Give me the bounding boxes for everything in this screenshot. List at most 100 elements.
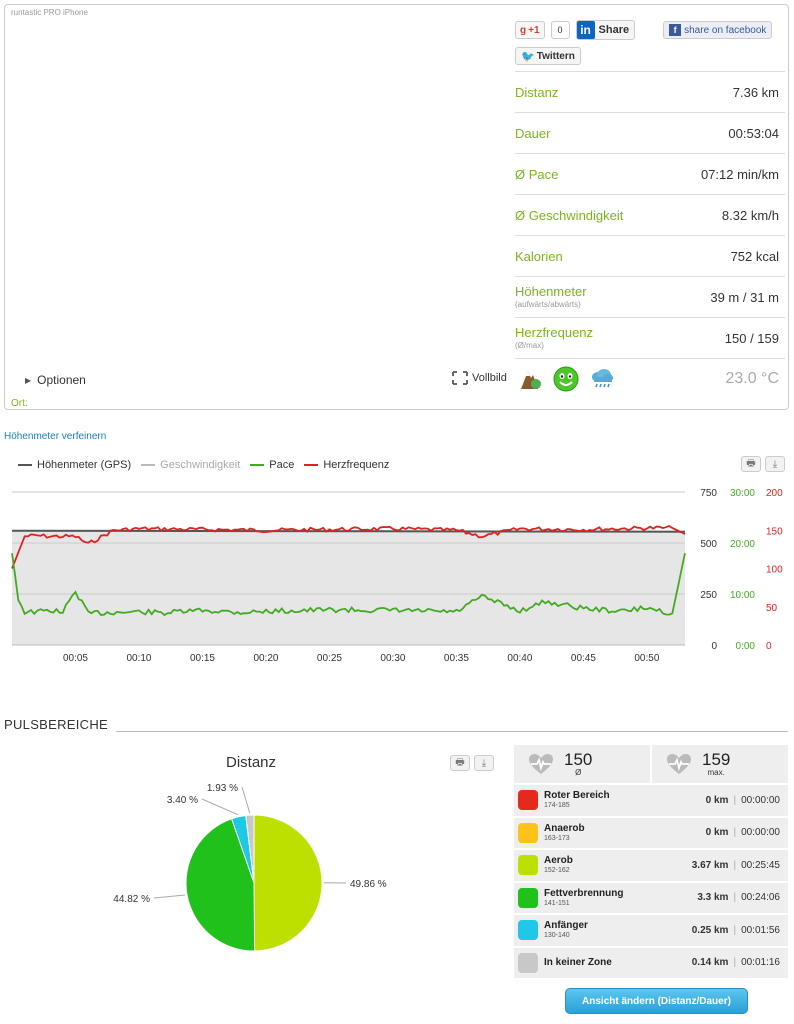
stat-sublabel: (aufwärts/abwärts)	[515, 299, 581, 309]
stat-row-pace: Ø Pace 07:12 min/km	[515, 153, 785, 194]
pie-label-connector	[241, 786, 251, 814]
stat-label: Dauer	[515, 125, 551, 141]
print-icon: 🖶	[746, 457, 756, 469]
legend-swatch	[250, 464, 265, 466]
zones-table: 150 Ø 159 max. Roter Bereich 174-185 0 km |…	[514, 745, 788, 978]
y-tick-label-heartrate: 100	[766, 565, 783, 576]
heart-pulse-icon	[667, 754, 691, 774]
linkedin-share-button[interactable]: in Share	[575, 20, 636, 40]
legend-item-heartrate[interactable]: Herzfrequenz	[304, 459, 389, 471]
print-button[interactable]: 🖶	[741, 456, 761, 472]
x-tick-label: 00:20	[253, 653, 278, 664]
expand-icon	[452, 371, 468, 385]
zone-color-swatch	[518, 920, 538, 941]
google-plus-label: +1	[528, 24, 540, 36]
stat-label: Ø Geschwindigkeit	[515, 207, 624, 223]
y-tick-label-pace: 0:00	[736, 641, 756, 652]
pie-slice-label: 3.40 %	[167, 795, 198, 806]
legend-label: Geschwindigkeit	[160, 459, 241, 471]
line-chart: 00:05 00:10 00:15 00:20 00:25 00:30 00:35 00:40…	[11, 488, 783, 664]
change-view-button[interactable]: Ansicht ändern (Distanz/Dauer)	[565, 988, 748, 1014]
options-label: Optionen	[37, 373, 86, 387]
heart-pulse-icon	[529, 754, 553, 774]
triangle-right-icon: ▶	[25, 375, 32, 385]
google-plus-button[interactable]: g +1	[515, 21, 545, 39]
zone-separator: |	[733, 957, 737, 969]
pie-label-connector	[201, 798, 239, 816]
facebook-share-button[interactable]: f share on facebook	[663, 21, 773, 39]
zone-range: 163-173	[544, 834, 570, 842]
chart-legend: Höhenmeter (GPS) Geschwindigkeit Pace He…	[18, 459, 389, 471]
pie-slice[interactable]	[253, 814, 323, 952]
zone-time: 00:24:06	[741, 892, 780, 904]
zone-values: 3.3 km | 00:24:06	[697, 892, 780, 903]
zone-row: Anfänger 130-140 0.25 km | 00:01:56	[514, 915, 788, 946]
refine-elevation-link[interactable]: Höhenmeter verfeinern	[4, 431, 107, 442]
download-icon: ⤓	[481, 757, 487, 769]
hr-max-cell: 159 max.	[652, 745, 788, 783]
legend-label: Höhenmeter (GPS)	[37, 459, 132, 471]
series-line-heartrate	[11, 524, 686, 569]
legend-item-pace[interactable]: Pace	[250, 459, 294, 471]
print-button[interactable]: 🖶	[450, 755, 470, 771]
zone-row: In keiner Zone 0.14 km | 00:01:16	[514, 947, 788, 978]
pie-chart: 49.86 % 44.82 % 3.40 % 1.93 %	[113, 783, 387, 952]
google-plus-count: 0	[550, 21, 570, 39]
pie-slice[interactable]	[185, 818, 256, 952]
zone-time: 00:25:45	[741, 859, 780, 871]
y-tick-label-heartrate: 0	[766, 641, 772, 652]
chart-tools: 🖶 ⤓	[741, 456, 785, 472]
x-tick-label: 00:30	[380, 653, 405, 664]
hr-max-label: max.	[707, 768, 725, 777]
zone-rows: Roter Bereich 174-185 0 km | 00:00:00 Anaerob…	[514, 785, 788, 978]
y-tick-label-elevation: 0	[711, 641, 717, 652]
pie-title: Distanz	[226, 754, 277, 771]
zone-color-swatch	[518, 887, 538, 908]
stat-value: 39 m / 31 m	[710, 289, 779, 305]
zone-row: Aerob 152-162 3.67 km | 00:25:45	[514, 850, 788, 881]
zone-time: 00:01:16	[741, 957, 780, 969]
options-toggle[interactable]: ▶ Optionen	[25, 373, 86, 387]
stat-row-distance: Distanz 7.36 km	[515, 71, 785, 112]
stat-label: Herzfrequenz (Ø/max)	[515, 326, 593, 351]
terrain-icon	[521, 371, 541, 389]
x-tick-label: 00:25	[317, 653, 342, 664]
x-tick-label: 00:35	[444, 653, 469, 664]
pie-slice-label: 49.86 %	[350, 879, 387, 890]
stat-row-speed: Ø Geschwindigkeit 8.32 km/h	[515, 194, 785, 235]
elevation-area	[12, 530, 685, 645]
zone-name: Anaerob	[544, 822, 585, 834]
zone-values: 0.25 km | 00:01:56	[692, 925, 780, 936]
heart-rate-summary: 150 Ø 159 max.	[514, 745, 788, 783]
legend-swatch	[141, 464, 156, 466]
pie-slice[interactable]	[245, 814, 255, 884]
twitter-button[interactable]: 🐦 Twittern	[515, 47, 581, 65]
zone-distance: 0 km	[705, 827, 729, 839]
zone-info: Anfänger 130-140	[544, 920, 588, 940]
zone-info: Anaerob 163-173	[544, 823, 585, 843]
legend-item-speed[interactable]: Geschwindigkeit	[141, 459, 240, 471]
stat-value: 752 kcal	[730, 248, 779, 264]
zone-values: 0.14 km | 00:01:16	[692, 957, 780, 968]
download-button[interactable]: ⤓	[474, 755, 494, 771]
y-tick-label-heartrate: 50	[766, 603, 778, 614]
legend-label: Pace	[269, 459, 295, 471]
download-button[interactable]: ⤓	[765, 456, 785, 472]
weather-row: 23.0 °C	[515, 358, 785, 399]
zone-name: Fettverbrennung	[544, 887, 624, 899]
zone-color-swatch	[518, 855, 538, 876]
fullscreen-button[interactable]: Vollbild	[452, 371, 507, 385]
y-tick-label-pace: 10:00	[730, 590, 755, 601]
stat-label-text: Höhenmeter	[515, 283, 587, 299]
activity-summary-card: runtastic PRO iPhone ▶ Optionen Ort: Vol…	[4, 4, 789, 410]
legend-item-elevation[interactable]: Höhenmeter (GPS)	[18, 459, 131, 471]
zone-row: Anaerob 163-173 0 km | 00:00:00	[514, 817, 788, 848]
stat-row-duration: Dauer 00:53:04	[515, 112, 785, 153]
zone-name: Roter Bereich	[544, 790, 610, 802]
linkedin-label: Share	[598, 24, 630, 36]
y-tick-label-elevation: 500	[700, 539, 717, 550]
zone-distance: 0.14 km	[691, 957, 729, 969]
hr-max: 159 max.	[702, 751, 730, 777]
twitter-bird-icon: 🐦	[521, 50, 535, 63]
zone-color-swatch	[518, 790, 538, 811]
